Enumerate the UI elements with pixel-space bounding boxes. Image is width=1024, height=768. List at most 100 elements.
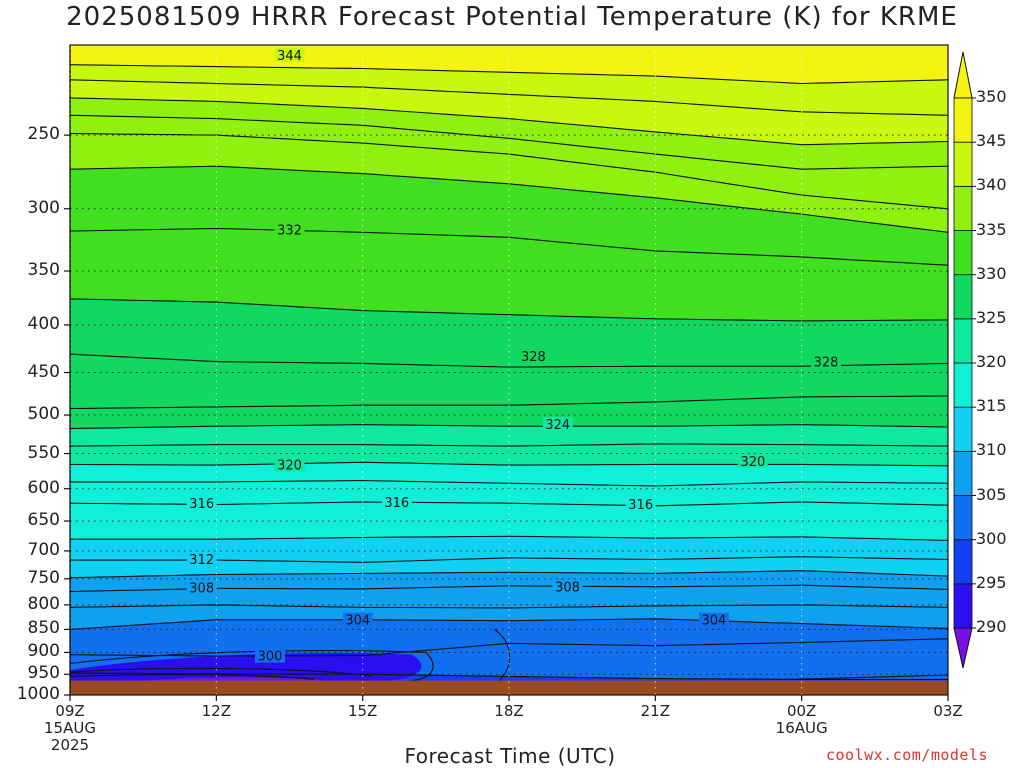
credit-text: coolwx.com/models bbox=[826, 746, 989, 764]
y-tick-label: 550 bbox=[27, 442, 60, 463]
contour-label-bg bbox=[381, 494, 412, 509]
isentrope-340 bbox=[69, 97, 949, 146]
contour-label-300: 300 bbox=[258, 650, 283, 665]
x-tick-label: 15Z bbox=[347, 702, 378, 720]
contour-label-bg bbox=[274, 47, 305, 62]
colorbar-swatch-295 bbox=[953, 539, 973, 585]
cold-pool-contour-1 bbox=[69, 667, 373, 677]
colorbar-swatch-330 bbox=[953, 230, 973, 276]
contour-label-bg bbox=[186, 496, 217, 511]
isentrope-302 bbox=[69, 638, 949, 657]
contour-label-308: 308 bbox=[189, 581, 214, 596]
contour-label-bg bbox=[274, 457, 305, 472]
isentrope-314 bbox=[70, 535, 949, 541]
contour-label-332: 332 bbox=[277, 224, 302, 239]
isentrope-324 bbox=[69, 424, 949, 430]
colorbar-label: 345 bbox=[976, 131, 1007, 151]
colorbar-label: 295 bbox=[976, 572, 1007, 592]
y-tick-label: 500 bbox=[27, 404, 60, 425]
y-tick-label: 800 bbox=[27, 593, 60, 614]
colorbar-label: 310 bbox=[976, 440, 1007, 460]
colorbar-bottom-arrow bbox=[953, 627, 973, 669]
y-tick-label: 400 bbox=[27, 313, 60, 334]
colorbar-swatch-305 bbox=[953, 450, 973, 496]
contour-label-bg bbox=[186, 580, 217, 595]
contour-label-bg bbox=[254, 648, 285, 663]
colorbar-label: 315 bbox=[976, 396, 1007, 416]
y-tick-label: 950 bbox=[27, 663, 60, 684]
x-axis-title: Forecast Time (UTC) bbox=[404, 744, 616, 768]
isentrope-328 bbox=[69, 353, 949, 368]
y-tick-label: 250 bbox=[27, 124, 60, 145]
y-tick-label: 350 bbox=[27, 260, 60, 280]
y-tick-label: 850 bbox=[27, 618, 60, 639]
colorbar-label: 330 bbox=[976, 263, 1007, 283]
y-tick-label: 650 bbox=[27, 510, 60, 531]
contour-label-bg bbox=[811, 354, 842, 369]
x-tick-label: 18Z bbox=[494, 702, 524, 720]
x-tick-label: 21Z bbox=[640, 702, 671, 720]
colorbar-label: 335 bbox=[976, 219, 1007, 239]
y-tick-label: 700 bbox=[27, 539, 60, 560]
colorbar-swatch-315 bbox=[953, 362, 973, 408]
colorbar-swatch-310 bbox=[953, 406, 973, 452]
colorbar-swatch-290 bbox=[953, 583, 973, 629]
cold-pool-contour-3 bbox=[494, 628, 511, 681]
colorbar-swatch-320 bbox=[953, 318, 973, 364]
contour-label-bg bbox=[518, 349, 549, 364]
chart-title: 2025081509 HRRR Forecast Potential Tempe… bbox=[66, 2, 958, 32]
colorbar-top-arrow bbox=[953, 51, 973, 99]
contour-label-344: 344 bbox=[277, 49, 302, 64]
colorbar bbox=[953, 51, 976, 669]
contour-label-304: 304 bbox=[345, 614, 370, 629]
x-tick-label: 03Z bbox=[933, 702, 963, 720]
contour-label-316: 316 bbox=[628, 498, 653, 513]
contour-label-320: 320 bbox=[277, 458, 302, 473]
colorbar-label: 325 bbox=[976, 307, 1007, 327]
plot-area: 344 332 328 328 324 320 320 316 316 316 312 308 308 3… bbox=[64, 44, 949, 701]
isentrope-344 bbox=[69, 64, 949, 85]
contour-label-312: 312 bbox=[189, 553, 214, 568]
cold-pool-contour-0 bbox=[69, 650, 434, 682]
isentrope-338 bbox=[69, 114, 949, 170]
colorbar-label: 320 bbox=[976, 352, 1007, 371]
y-tick-label: 1000 bbox=[16, 684, 60, 704]
y-tick-label: 300 bbox=[27, 197, 60, 218]
colorbar-label: 290 bbox=[976, 617, 1007, 636]
contour-label-316: 316 bbox=[189, 497, 214, 512]
contour-label-bg bbox=[698, 612, 729, 627]
colorbar-swatch-340 bbox=[953, 141, 973, 187]
isentrope-322 bbox=[69, 443, 949, 447]
isentrope-330 bbox=[69, 298, 949, 322]
y-tick-label: 900 bbox=[27, 641, 60, 662]
contour-label-bg bbox=[342, 612, 373, 627]
colorbar-swatch-335 bbox=[953, 185, 973, 231]
cold-pool-contour-2 bbox=[69, 674, 314, 680]
cold-pool-contour-4 bbox=[791, 674, 949, 680]
contour-label-324: 324 bbox=[545, 418, 570, 433]
colorbar-swatch-345 bbox=[953, 97, 973, 143]
colorbar-label: 300 bbox=[976, 528, 1007, 548]
isentrope-304 bbox=[69, 618, 949, 630]
y-tick-label: 750 bbox=[27, 567, 60, 588]
contour-label-bg bbox=[186, 551, 217, 566]
colorbar-swatch-325 bbox=[953, 274, 973, 320]
contour-label-316: 316 bbox=[384, 496, 409, 511]
colorbar-label: 350 bbox=[976, 87, 1007, 106]
isentrope-306 bbox=[69, 604, 949, 609]
colorbar-swatch-300 bbox=[953, 495, 973, 541]
contour-label-328: 328 bbox=[521, 350, 546, 365]
contour-label-bg bbox=[274, 222, 305, 237]
x-tick-label: 12Z bbox=[201, 702, 232, 720]
cold-pool-290 bbox=[143, 677, 324, 681]
y-tick-label: 600 bbox=[27, 477, 60, 498]
y-tick-label: 450 bbox=[27, 361, 60, 382]
contour-label-bg bbox=[737, 453, 768, 468]
contour-label-320: 320 bbox=[740, 455, 765, 470]
contour-label-bg bbox=[552, 579, 583, 594]
contour-label-328: 328 bbox=[814, 356, 839, 371]
contour-label-bg bbox=[625, 496, 656, 511]
colorbar-label: 340 bbox=[976, 175, 1007, 195]
contour-label-bg bbox=[542, 416, 573, 431]
